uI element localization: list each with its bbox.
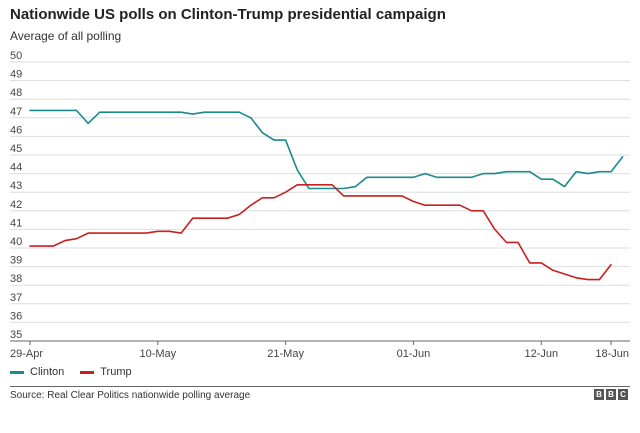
y-tick-label: 45 <box>10 143 22 155</box>
y-tick-label: 49 <box>10 69 22 81</box>
y-tick-label: 35 <box>10 329 22 341</box>
series-line-clinton <box>29 109 624 190</box>
y-tick-label: 46 <box>10 124 22 136</box>
x-tick-label: 12-Jun <box>524 348 558 360</box>
y-tick-label: 37 <box>10 292 22 304</box>
source-note: Source: Real Clear Politics nationwide p… <box>10 390 251 401</box>
legend-label-trump: Trump <box>100 366 132 378</box>
x-tick-label: 01-Jun <box>397 348 431 360</box>
legend-swatch-trump <box>80 370 95 374</box>
chart-title: Nationwide US polls on Clinton-Trump pre… <box>10 6 446 23</box>
series-lines <box>29 109 624 281</box>
legend-swatch-clinton <box>10 370 24 374</box>
y-tick-label: 50 <box>10 50 22 62</box>
y-tick-label: 43 <box>10 180 22 192</box>
x-axis-ticks: 29-Apr 10-May 21-May 01-Jun 12-Jun 18-Jun <box>10 341 629 360</box>
y-tick-label: 36 <box>10 310 22 322</box>
x-tick-label: 18-Jun <box>595 348 629 360</box>
x-tick-label: 10-May <box>139 348 176 360</box>
line-chart: 35 36 37 38 39 40 41 42 43 44 45 46 47 48 49 50 29-Apr 1… <box>10 50 630 360</box>
x-tick-label: 21-May <box>267 348 304 360</box>
y-tick-label: 48 <box>10 87 22 99</box>
legend: Clinton Trump <box>10 366 132 378</box>
legend-item-trump: Trump <box>80 366 132 378</box>
y-tick-label: 40 <box>10 236 22 248</box>
logo-letter: B <box>606 389 616 400</box>
gridlines <box>10 61 630 342</box>
y-tick-label: 39 <box>10 255 22 267</box>
legend-item-clinton: Clinton <box>10 366 64 378</box>
logo-letter: C <box>618 389 628 400</box>
y-tick-label: 41 <box>10 217 22 229</box>
y-tick-label: 38 <box>10 273 22 285</box>
y-tick-label: 42 <box>10 199 22 211</box>
bbc-logo: B B C <box>594 389 628 400</box>
y-axis-ticks: 35 36 37 38 39 40 41 42 43 44 45 46 47 48 49 50 <box>10 50 22 341</box>
legend-label-clinton: Clinton <box>30 366 65 378</box>
footer-divider <box>10 386 630 387</box>
y-tick-label: 47 <box>10 106 22 118</box>
y-tick-label: 44 <box>10 162 22 174</box>
x-tick-label: 29-Apr <box>10 348 43 360</box>
series-line-trump <box>29 184 612 281</box>
chart-subtitle: Average of all polling <box>10 29 122 43</box>
logo-letter: B <box>594 389 604 400</box>
